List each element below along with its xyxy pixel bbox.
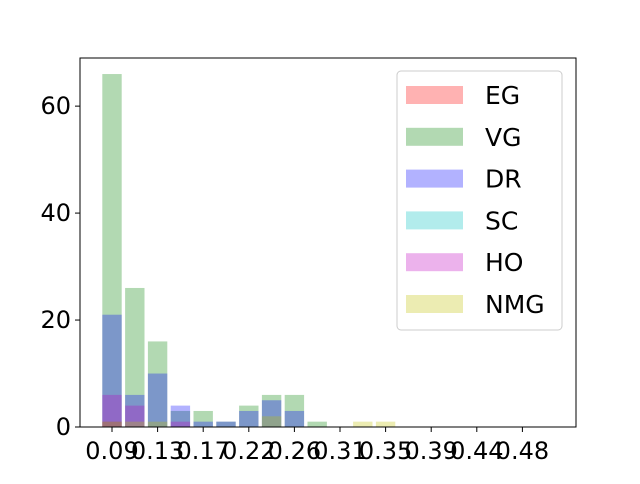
legend-swatch-sc — [406, 211, 463, 230]
bar-vg-0 — [102, 74, 122, 427]
legend-label-ho: HO — [485, 248, 523, 277]
legend-swatch-dr — [406, 169, 463, 188]
legend-swatch-vg — [406, 127, 463, 146]
legend-swatch-nmg — [406, 295, 463, 313]
bar-dr-4 — [193, 421, 213, 427]
bar-vg-2 — [147, 341, 168, 427]
bar-ho-3 — [170, 421, 191, 427]
x-tick-label: 0.35 — [359, 437, 412, 465]
bar-vg-8 — [284, 394, 305, 427]
bar-ho-0 — [102, 394, 122, 427]
bar-nmg-0 — [102, 421, 122, 427]
bars-layer — [102, 74, 396, 427]
bar-vg-9 — [307, 421, 327, 427]
x-tick-label: 0.26 — [268, 437, 321, 465]
bar-nmg-1 — [125, 421, 145, 427]
y-tick-label: 0 — [56, 413, 71, 441]
bar-vg-5 — [216, 421, 236, 427]
bar-dr-5 — [216, 421, 236, 427]
y-tick-label: 40 — [40, 199, 71, 227]
x-tick-label: 0.13 — [131, 437, 184, 465]
bar-vg-4 — [193, 410, 213, 427]
bar-dr-7 — [261, 400, 282, 427]
legend-box — [396, 70, 563, 331]
x-tick-label: 0.39 — [404, 437, 457, 465]
bar-ho-1 — [125, 405, 145, 427]
legend-label-vg: VG — [485, 123, 521, 152]
legend-label-eg: EG — [485, 81, 520, 110]
legend-swatch-ho — [406, 253, 463, 272]
bar-vg-7 — [261, 394, 282, 427]
bar-dr-6 — [239, 410, 259, 427]
bar-dr-3 — [170, 405, 191, 427]
plot-frame — [79, 57, 577, 428]
bar-dr-0 — [102, 314, 122, 427]
x-tick-label: 0.22 — [222, 437, 275, 465]
x-tick-label: 0.09 — [85, 437, 138, 465]
bar-eg-0 — [102, 421, 122, 427]
bar-dr-2 — [147, 373, 168, 427]
y-axis: 0 20 40 60 — [40, 92, 80, 441]
bar-nmg-7 — [261, 416, 282, 427]
x-tick-label: 0.44 — [450, 437, 503, 465]
bar-vg-1 — [125, 287, 145, 427]
legend-label-nmg: NMG — [485, 290, 545, 319]
bar-dr-8 — [284, 410, 305, 427]
legend: EG VG DR SC HO NMG — [396, 70, 563, 331]
y-tick-label: 20 — [40, 306, 71, 334]
bar-nmg-2 — [147, 421, 168, 427]
legend-label-sc: SC — [485, 206, 518, 235]
bar-vg-6 — [239, 405, 259, 427]
bar-vg-3 — [170, 410, 191, 427]
bar-nmg-12 — [375, 421, 396, 427]
x-tick-label: 0.17 — [176, 437, 229, 465]
y-tick-label: 60 — [40, 92, 71, 120]
legend-swatch-eg — [406, 86, 463, 104]
legend-label-dr: DR — [485, 165, 522, 194]
x-axis: 0.090.130.170.220.260.310.350.390.440.48 — [85, 427, 549, 465]
bar-nmg-11 — [353, 421, 373, 427]
x-tick-label: 0.48 — [496, 437, 549, 465]
bar-dr-1 — [125, 394, 145, 427]
x-tick-label: 0.31 — [313, 437, 366, 465]
